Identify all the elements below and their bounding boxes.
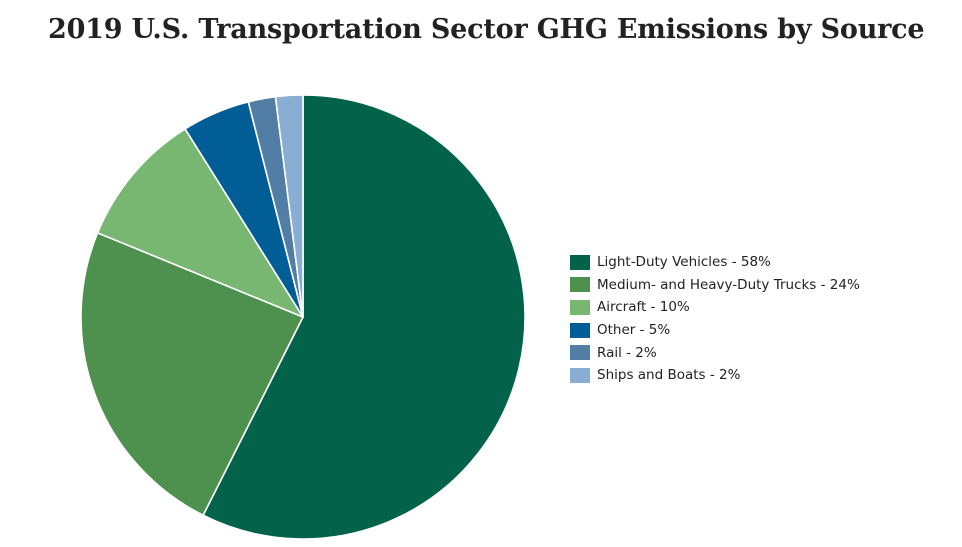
pie-slice-medium-and-heavy-duty-trucks bbox=[80, 232, 304, 517]
legend-label: Other - 5% bbox=[597, 322, 671, 339]
legend-item: Ships and Boats - 2% bbox=[570, 364, 860, 387]
legend-label: Medium- and Heavy-Duty Trucks - 24% bbox=[597, 276, 860, 293]
pie-slice-aircraft bbox=[96, 128, 304, 318]
legend-swatch bbox=[570, 367, 590, 383]
legend-label: Rail - 2% bbox=[597, 344, 657, 361]
legend-item: Other - 5% bbox=[570, 319, 860, 342]
legend-swatch bbox=[570, 322, 590, 338]
pie-slice-light-duty-vehicles bbox=[202, 94, 526, 540]
chart-legend: Light-Duty Vehicles - 58% Medium- and Hea… bbox=[570, 251, 860, 387]
legend-label: Ships and Boats - 2% bbox=[597, 367, 741, 384]
legend-label: Aircraft - 10% bbox=[597, 299, 690, 316]
legend-item: Medium- and Heavy-Duty Trucks - 24% bbox=[570, 274, 860, 297]
legend-swatch bbox=[570, 254, 590, 270]
legend-item: Rail - 2% bbox=[570, 341, 860, 364]
legend-swatch bbox=[570, 345, 590, 361]
legend-label: Light-Duty Vehicles - 58% bbox=[597, 254, 771, 271]
legend-swatch bbox=[570, 277, 590, 293]
legend-item: Aircraft - 10% bbox=[570, 296, 860, 319]
chart-title: 2019 U.S. Transportation Sector GHG Emis… bbox=[48, 14, 925, 45]
legend-swatch bbox=[570, 299, 590, 315]
legend-item: Light-Duty Vehicles - 58% bbox=[570, 251, 860, 274]
pie-slice-ships-and-boats bbox=[274, 94, 304, 318]
